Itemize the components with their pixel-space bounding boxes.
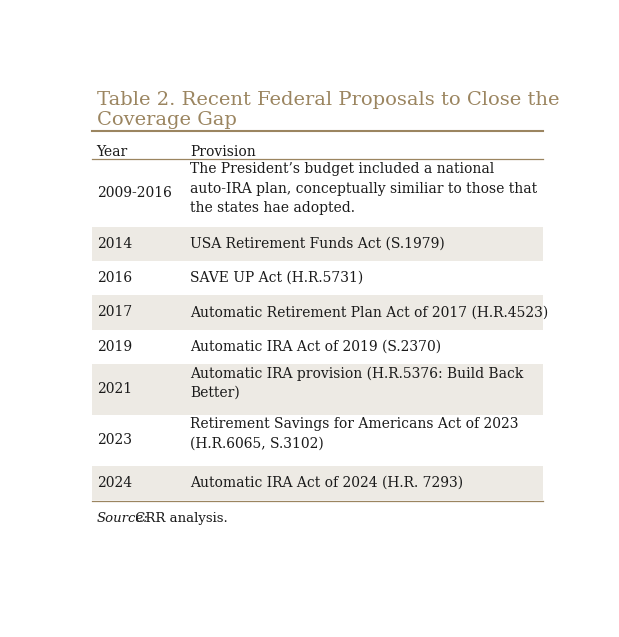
- Text: 2009-2016: 2009-2016: [97, 186, 171, 200]
- Text: 2024: 2024: [97, 476, 132, 490]
- Text: Source:: Source:: [97, 512, 149, 525]
- Text: Coverage Gap: Coverage Gap: [97, 111, 236, 129]
- Text: 2016: 2016: [97, 271, 132, 285]
- Text: USA Retirement Funds Act (S.1979): USA Retirement Funds Act (S.1979): [190, 237, 445, 251]
- Text: CRR analysis.: CRR analysis.: [131, 512, 228, 525]
- Text: Automatic IRA provision (H.R.5376: Build Back
Better): Automatic IRA provision (H.R.5376: Build…: [190, 366, 524, 400]
- Bar: [92, 227, 543, 261]
- Bar: [92, 364, 543, 415]
- Text: Provision: Provision: [190, 145, 256, 159]
- Text: Year: Year: [97, 145, 128, 159]
- Text: SAVE UP Act (H.R.5731): SAVE UP Act (H.R.5731): [190, 271, 363, 285]
- Text: Automatic IRA Act of 2024 (H.R. 7293): Automatic IRA Act of 2024 (H.R. 7293): [190, 476, 463, 490]
- Text: 2019: 2019: [97, 340, 132, 354]
- Text: 2014: 2014: [97, 237, 132, 251]
- Text: 2017: 2017: [97, 305, 132, 319]
- Text: 2023: 2023: [97, 433, 132, 447]
- Text: Automatic IRA Act of 2019 (S.2370): Automatic IRA Act of 2019 (S.2370): [190, 340, 441, 354]
- Text: Retirement Savings for Americans Act of 2023
(H.R.6065, S.3102): Retirement Savings for Americans Act of …: [190, 417, 519, 451]
- Text: Automatic Retirement Plan Act of 2017 (H.R.4523): Automatic Retirement Plan Act of 2017 (H…: [190, 305, 548, 319]
- Bar: [92, 466, 543, 500]
- Bar: [92, 295, 543, 329]
- Text: The President’s budget included a national
auto-IRA plan, conceptually similiar : The President’s budget included a nation…: [190, 162, 537, 215]
- Text: Table 2. Recent Federal Proposals to Close the: Table 2. Recent Federal Proposals to Clo…: [97, 91, 559, 109]
- Text: 2021: 2021: [97, 382, 132, 396]
